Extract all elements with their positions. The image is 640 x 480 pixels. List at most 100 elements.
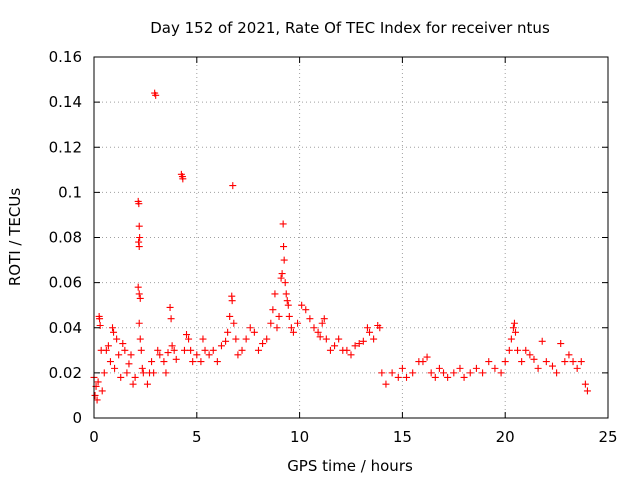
- data-point: [110, 328, 118, 336]
- x-tick-label: 0: [89, 428, 99, 446]
- data-point: [326, 346, 334, 354]
- data-point: [394, 373, 402, 381]
- data-point: [180, 346, 188, 354]
- x-tick-label: 20: [496, 428, 515, 446]
- data-point: [294, 319, 302, 327]
- data-point: [335, 335, 343, 343]
- data-point: [431, 373, 439, 381]
- data-point: [583, 387, 591, 395]
- data-point: [119, 340, 127, 348]
- data-point: [259, 340, 267, 348]
- data-point: [491, 364, 499, 372]
- data-point: [117, 373, 125, 381]
- data-point: [183, 331, 191, 339]
- data-point: [197, 358, 205, 366]
- data-point: [121, 346, 129, 354]
- data-point: [135, 200, 143, 208]
- data-point: [213, 358, 221, 366]
- data-point: [98, 387, 106, 395]
- data-point: [285, 312, 293, 320]
- data-point: [137, 346, 145, 354]
- data-point: [278, 270, 286, 278]
- data-point: [129, 380, 137, 388]
- x-tick-label: 10: [290, 428, 309, 446]
- data-point: [281, 279, 289, 287]
- data-point: [199, 335, 207, 343]
- data-point: [509, 324, 517, 332]
- data-point: [91, 391, 99, 399]
- data-point: [355, 340, 363, 348]
- data-point: [388, 369, 396, 377]
- data-point: [162, 369, 170, 377]
- data-point: [284, 301, 292, 309]
- data-point: [230, 319, 238, 327]
- data-point: [201, 346, 209, 354]
- data-point: [217, 342, 225, 350]
- data-point: [154, 346, 162, 354]
- data-point: [242, 335, 250, 343]
- y-tick-label: 0.02: [49, 364, 82, 382]
- data-point: [440, 369, 448, 377]
- data-point: [316, 333, 324, 341]
- data-point: [347, 351, 355, 359]
- data-point: [505, 346, 513, 354]
- data-point: [561, 358, 569, 366]
- data-point: [139, 369, 147, 377]
- data-point: [164, 349, 172, 357]
- data-point: [187, 346, 195, 354]
- data-point: [479, 369, 487, 377]
- data-point: [542, 358, 550, 366]
- x-tick-label: 25: [598, 428, 617, 446]
- data-point: [131, 373, 139, 381]
- data-point: [172, 355, 180, 363]
- data-point: [271, 290, 279, 298]
- data-point: [548, 362, 556, 370]
- data-point: [302, 306, 310, 314]
- data-point: [366, 328, 374, 336]
- data-point: [250, 328, 258, 336]
- data-point: [514, 346, 522, 354]
- data-point: [143, 380, 151, 388]
- data-point: [167, 315, 175, 323]
- data-point: [254, 346, 262, 354]
- data-point: [109, 324, 117, 332]
- data-point: [318, 319, 326, 327]
- data-point: [382, 380, 390, 388]
- data-point: [160, 358, 168, 366]
- data-point: [283, 297, 291, 305]
- data-point: [135, 222, 143, 230]
- data-point: [238, 346, 246, 354]
- data-point: [205, 351, 213, 359]
- data-point: [460, 373, 468, 381]
- data-point: [232, 335, 240, 343]
- data-point: [135, 290, 143, 298]
- data-point: [280, 256, 288, 264]
- data-point: [148, 358, 156, 366]
- points-layer: [90, 89, 591, 404]
- grid-layer: [94, 57, 608, 418]
- data-point: [136, 335, 144, 343]
- data-point: [573, 364, 581, 372]
- ticks-layer: 0 0.02 0.04 0.06 0.08 0.1 0.12 0.14 0.16 0 5 10 15 20…: [49, 48, 618, 446]
- data-point: [553, 369, 561, 377]
- data-point: [275, 312, 283, 320]
- data-point: [370, 335, 378, 343]
- data-point: [269, 306, 277, 314]
- data-point: [507, 335, 515, 343]
- x-axis-label: GPS time / hours: [287, 457, 413, 475]
- data-point: [485, 358, 493, 366]
- chart-title: Day 152 of 2021, Rate Of TEC Index for r…: [150, 19, 550, 37]
- data-point: [102, 346, 110, 354]
- data-point: [287, 324, 295, 332]
- data-point: [320, 315, 328, 323]
- data-point: [156, 351, 164, 359]
- data-point: [93, 396, 101, 404]
- data-point: [168, 342, 176, 350]
- y-tick-label: 0.06: [49, 274, 82, 292]
- data-point: [222, 337, 230, 345]
- data-point: [577, 358, 585, 366]
- data-point: [351, 342, 359, 350]
- y-tick-label: 0.04: [49, 319, 82, 337]
- data-point: [104, 342, 112, 350]
